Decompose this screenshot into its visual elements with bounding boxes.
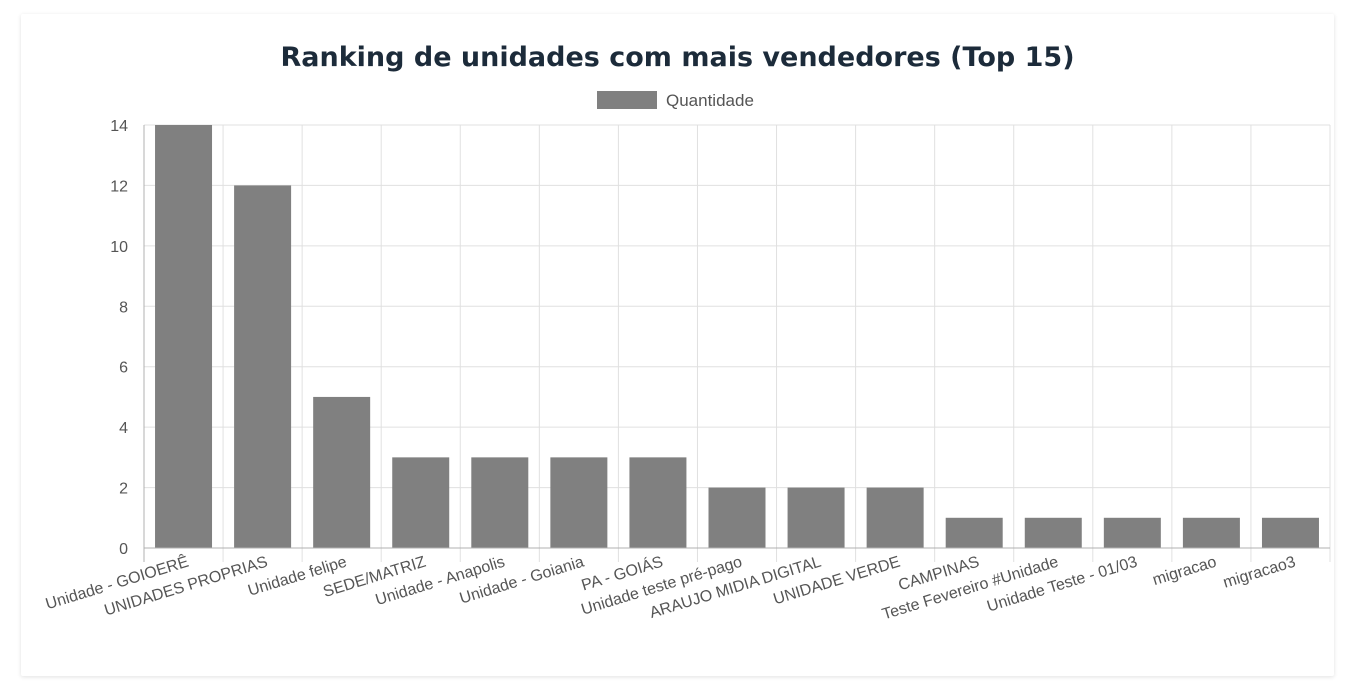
y-tick-label-2: 4 <box>119 420 128 437</box>
legend-swatch <box>597 91 657 109</box>
y-tick-labels: 0 2 4 6 8 10 12 14 <box>110 118 128 558</box>
y-tick-label-0: 0 <box>119 541 128 558</box>
bar-3[interactable] <box>392 457 450 548</box>
bar-9[interactable] <box>866 487 924 548</box>
bar-4[interactable] <box>471 457 529 548</box>
bar-8[interactable] <box>787 487 845 548</box>
bar-5[interactable] <box>550 457 608 548</box>
legend[interactable]: Quantidade <box>597 91 754 110</box>
bar-14[interactable] <box>1261 517 1319 548</box>
bar-11[interactable] <box>1024 517 1082 548</box>
y-tick-label-1: 2 <box>119 481 128 498</box>
y-tick-label-4: 8 <box>119 299 128 316</box>
axes <box>143 125 1330 562</box>
grid-lines <box>144 124 1331 562</box>
bar-2[interactable] <box>313 396 371 548</box>
legend-label: Quantidade <box>666 91 754 110</box>
x-tick-label-14: migracao3 <box>1221 554 1298 592</box>
chart-title: Ranking de unidades com mais vendedores … <box>280 42 1075 73</box>
y-tick-label-3: 6 <box>119 360 128 377</box>
bar-10[interactable] <box>945 517 1003 548</box>
y-tick-label-7: 14 <box>110 118 128 135</box>
bar-13[interactable] <box>1182 517 1240 548</box>
bar-6[interactable] <box>629 457 687 548</box>
bar-7[interactable] <box>708 487 766 548</box>
y-tick-label-6: 12 <box>110 178 128 195</box>
bars <box>155 125 1319 548</box>
y-tick-label-5: 10 <box>110 239 128 256</box>
bar-12[interactable] <box>1103 517 1161 548</box>
x-tick-label-13: migracao <box>1151 554 1219 590</box>
bar-1[interactable] <box>234 185 292 548</box>
bar-0[interactable] <box>155 125 213 548</box>
